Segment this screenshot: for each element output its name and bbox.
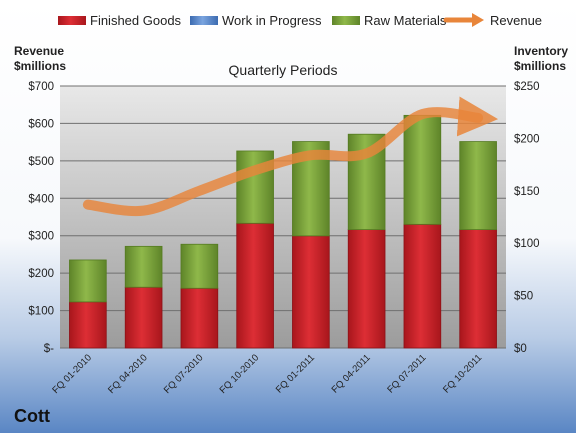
- bar-raw-materials: [124, 245, 163, 288]
- left-tick-label: $100: [28, 306, 54, 318]
- bar-finished-goods: [124, 286, 163, 349]
- bar-finished-goods: [292, 235, 330, 349]
- left-tick-label: $-: [44, 343, 54, 355]
- chart-subtitle: Quarterly Periods: [229, 62, 338, 78]
- right-axis-ticks: $0 $50 $100 $150 $200 $250: [514, 81, 540, 355]
- bar-finished-goods: [347, 229, 386, 349]
- right-tick-label: $150: [514, 186, 540, 198]
- legend-label-revenue: Revenue: [490, 13, 542, 28]
- right-tick-label: $250: [514, 81, 540, 93]
- right-axis-title-line1: Inventory: [514, 44, 568, 58]
- company-name: Cott: [14, 406, 50, 426]
- legend: Finished Goods Work in Progress Raw Mate…: [58, 13, 542, 28]
- left-tick-label: $400: [28, 193, 54, 205]
- legend-label-work-in-progress: Work in Progress: [222, 13, 322, 28]
- revenue-line: [82, 96, 499, 217]
- left-tick-label: $600: [28, 118, 54, 130]
- right-tick-label: $50: [514, 291, 533, 303]
- left-axis-title-line2: $millions: [14, 59, 66, 73]
- bar-finished-goods: [403, 223, 442, 349]
- bar-raw-materials: [459, 141, 497, 230]
- legend-swatch-work-in-progress: [190, 16, 218, 25]
- right-tick-label: $0: [514, 343, 527, 355]
- legend-label-raw-materials: Raw Materials: [364, 13, 447, 28]
- legend-swatch-raw-materials: [332, 16, 360, 25]
- left-tick-label: $700: [28, 81, 54, 93]
- bars: [69, 114, 497, 349]
- left-axis-ticks: $- $100 $200 $300 $400 $500 $600 $700: [28, 81, 54, 355]
- left-tick-label: $300: [28, 231, 54, 243]
- bar-finished-goods: [69, 301, 107, 349]
- legend-swatch-finished-goods: [58, 16, 86, 25]
- left-tick-label: $200: [28, 268, 54, 280]
- bar-finished-goods: [236, 222, 274, 349]
- right-axis-title-line2: $millions: [514, 59, 566, 73]
- legend-label-finished-goods: Finished Goods: [90, 13, 182, 28]
- left-axis-title-line1: Revenue: [14, 44, 64, 58]
- right-tick-label: $200: [514, 133, 540, 145]
- legend-arrow-revenue: [472, 13, 484, 27]
- bar-finished-goods: [459, 229, 497, 349]
- bar-raw-materials: [180, 243, 219, 289]
- right-tick-label: $100: [514, 238, 540, 250]
- left-tick-label: $500: [28, 156, 54, 168]
- bar-raw-materials: [69, 259, 107, 303]
- bar-raw-materials: [403, 114, 442, 225]
- revenue-line-group: [82, 96, 499, 217]
- bar-finished-goods: [180, 287, 219, 349]
